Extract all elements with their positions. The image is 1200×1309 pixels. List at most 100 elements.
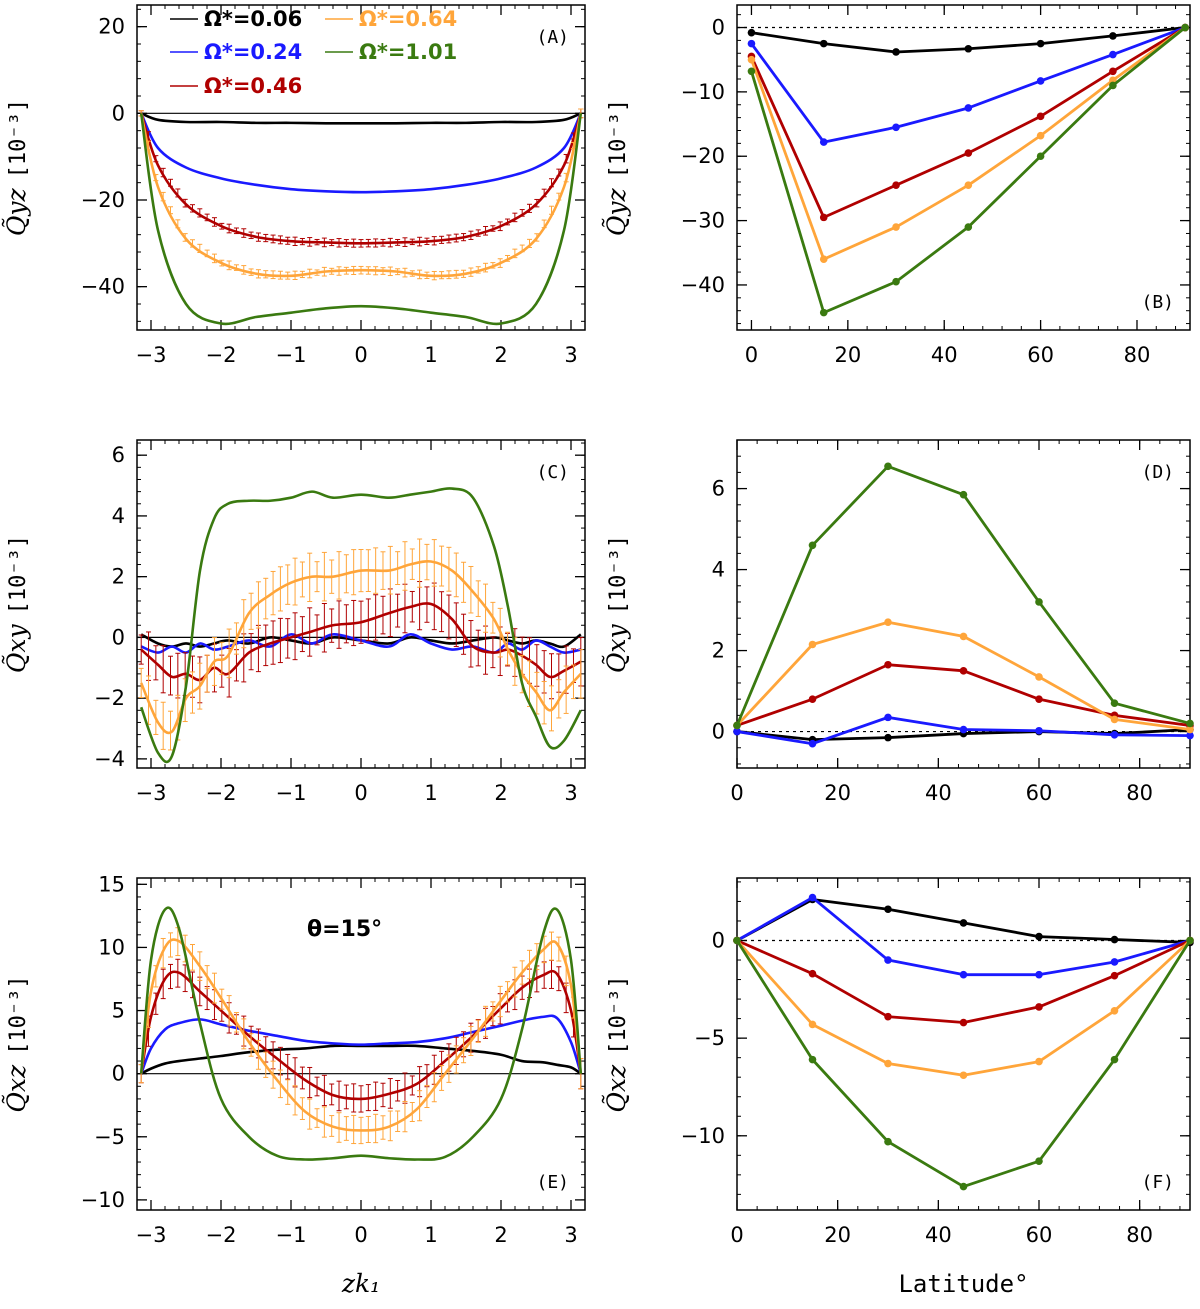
data-point	[1035, 970, 1043, 979]
y-axis-title: Q̃xy [10⁻³]	[2, 535, 31, 673]
data-point	[819, 308, 828, 317]
y-axis-title: Q̃xy [10⁻³]	[602, 535, 631, 673]
y-tick-label: 2	[112, 565, 125, 589]
series-1	[139, 1014, 583, 1075]
y-axis-title: Q̃yz [10⁻³]	[2, 99, 31, 236]
series-3	[138, 108, 584, 281]
y-axis-unit: [10⁻³]	[6, 535, 31, 614]
y-axis-title: Q̃yz [10⁻³]	[602, 99, 631, 236]
legend-label: Ω*=0.64	[359, 7, 457, 31]
y-tick-label: 4	[712, 558, 725, 582]
data-point	[1110, 935, 1119, 944]
x-tick-label: 20	[824, 781, 851, 805]
data-point	[747, 67, 756, 76]
data-point	[808, 640, 817, 649]
data-point	[1186, 725, 1194, 734]
legend-item: Ω*=0.24	[170, 40, 302, 64]
panel-label: (D)	[1141, 462, 1174, 483]
data-point	[964, 181, 973, 189]
data-point	[959, 1018, 968, 1027]
y-axis-unit: [10⁻³]	[606, 975, 631, 1054]
x-tick-label: 40	[925, 1223, 952, 1247]
y-tick-label: −10	[681, 80, 725, 104]
data-point	[747, 55, 756, 64]
series-4	[139, 487, 582, 764]
series-line	[750, 26, 1187, 315]
series-line	[140, 112, 582, 125]
y-tick-label: −5	[94, 1125, 125, 1149]
data-point	[1110, 971, 1119, 980]
x-tick-label: 2	[494, 781, 507, 805]
y-tick-label: 5	[112, 999, 125, 1023]
series-3	[733, 618, 1194, 734]
data-point	[1186, 731, 1194, 740]
data-point	[959, 632, 968, 641]
data-point	[1036, 112, 1045, 121]
x-axis-title: Latitude°	[898, 1270, 1028, 1298]
data-point	[733, 721, 741, 730]
data-point	[1109, 81, 1117, 90]
y-axis-unit: [10⁻³]	[6, 99, 31, 178]
x-tick-label: 3	[564, 343, 577, 367]
data-point	[808, 695, 817, 703]
x-tick-label: 80	[1126, 1223, 1153, 1247]
x-tick-label: 0	[730, 781, 743, 805]
y-tick-label: −20	[81, 188, 125, 212]
legend-label: Ω*=0.46	[204, 74, 302, 98]
x-tick-label: 40	[931, 343, 958, 367]
data-point	[964, 149, 973, 157]
x-tick-label: −1	[276, 343, 307, 367]
data-point	[892, 123, 900, 132]
data-point	[884, 660, 892, 669]
series-4	[747, 23, 1189, 317]
panel-label: (F)	[1141, 1172, 1174, 1193]
data-point	[1035, 932, 1043, 941]
data-point	[884, 713, 892, 722]
data-point	[808, 893, 817, 902]
data-point	[1109, 32, 1117, 40]
x-tick-label: 3	[564, 1223, 577, 1247]
series-line	[139, 906, 583, 1161]
series-line	[139, 487, 582, 764]
data-point	[808, 541, 817, 550]
plot-frame	[736, 439, 1191, 769]
data-point	[747, 28, 756, 37]
panel-label: (B)	[1141, 292, 1174, 313]
y-tick-label: 15	[98, 872, 125, 896]
y-tick-label: −40	[81, 275, 125, 299]
data-point	[964, 44, 973, 53]
y-tick-label: 6	[712, 477, 725, 501]
panel-label: (C)	[536, 462, 569, 483]
x-tick-label: 60	[1026, 781, 1053, 805]
series-line	[139, 938, 583, 1132]
series-line	[750, 26, 1186, 144]
data-point	[819, 39, 828, 48]
y-axis-title: Q̃xz [10⁻³]	[2, 975, 31, 1112]
panel-d: 0 20 40 60 80 0 2 4 6 Q̃xy [10⁻³] (D)	[602, 439, 1194, 805]
x-tick-label: −1	[276, 781, 307, 805]
y-axis-symbol: Q̃yz	[2, 188, 31, 237]
y-tick-label: −2	[94, 686, 125, 710]
x-tick-label: 0	[745, 343, 758, 367]
y-tick-label: −5	[694, 1026, 725, 1050]
data-point	[1036, 39, 1045, 48]
series-4	[733, 936, 1194, 1191]
data-point	[884, 618, 892, 627]
data-point	[819, 213, 828, 222]
y-axis-unit: [10⁻³]	[606, 99, 631, 178]
data-point	[1036, 152, 1045, 161]
series-4	[139, 113, 583, 326]
panel-c: −3 −2 −1 0 1 2 3 −4 −2 0 2 4 6 Q̃xy [10⁻³] (C)	[2, 439, 586, 805]
data-point	[1109, 67, 1117, 76]
y-tick-label: −20	[681, 144, 725, 168]
series-line	[736, 939, 1191, 1024]
data-point	[892, 181, 900, 189]
data-point	[959, 1071, 968, 1080]
data-point	[819, 255, 828, 264]
x-tick-label: 20	[834, 343, 861, 367]
legend: Ω*=0.06 Ω*=0.24 Ω*=0.46 Ω*=0.64 Ω*=1.01	[170, 7, 457, 98]
y-tick-label: 0	[112, 625, 125, 649]
data-point	[1186, 719, 1194, 728]
y-axis-symbol: Q̃xy	[2, 624, 31, 674]
